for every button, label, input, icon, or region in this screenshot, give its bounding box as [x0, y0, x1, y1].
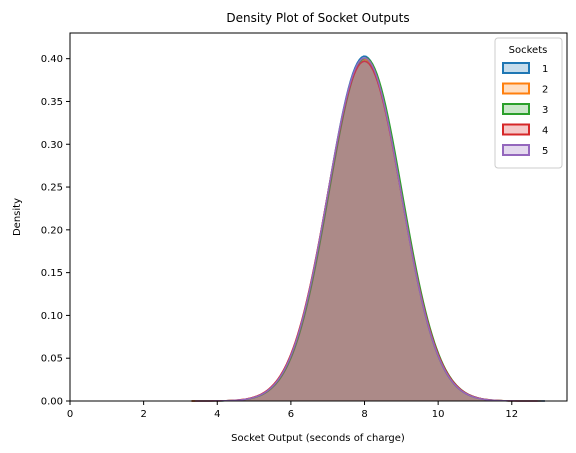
legend-label-5: 5: [542, 146, 548, 157]
y-tick-label: 0.35: [41, 97, 63, 108]
y-tick-label: 0.00: [41, 397, 63, 408]
y-tick-label: 0.30: [41, 140, 63, 151]
plot-frame: [69, 32, 568, 402]
x-axis: 0 2 4 6 8 10 12: [67, 401, 518, 420]
x-tick-label: 10: [432, 409, 445, 420]
y-tick-label: 0.25: [41, 183, 63, 194]
legend-label-4: 4: [542, 126, 548, 137]
legend-swatch-2: [502, 82, 530, 95]
legend-title: Sockets: [509, 45, 548, 56]
legend-label-1: 1: [542, 64, 548, 75]
y-tick-label: 0.15: [41, 268, 63, 279]
y-axis-label: Density: [12, 198, 23, 236]
x-axis-label: Socket Output (seconds of charge): [231, 433, 405, 444]
y-axis: 0.00 0.05 0.10 0.15 0.20 0.25 0.30 0.35 0.40: [41, 54, 70, 408]
legend-swatch-3: [502, 103, 530, 115]
legend-label-2: 2: [542, 85, 548, 96]
y-tick-label: 0.20: [41, 225, 63, 236]
series-area-3: [191, 57, 545, 401]
legend-swatch-4: [502, 123, 530, 136]
y-tick-label: 0.05: [41, 354, 63, 365]
y-tick-label: 0.40: [41, 54, 63, 65]
legend: Sockets 1 2 3 4 5: [494, 37, 563, 169]
y-tick-label: 0.10: [41, 311, 63, 322]
legend-label-3: 3: [542, 105, 548, 116]
x-tick-label: 4: [214, 409, 220, 420]
series-area-4: [191, 61, 538, 401]
chart-title: Density Plot of Socket Outputs: [226, 11, 409, 25]
series-area-2: [191, 59, 542, 402]
series-area-1: [191, 56, 545, 401]
x-tick-label: 2: [140, 409, 146, 420]
series-line-5: [195, 57, 545, 402]
x-tick-label: 0: [67, 409, 73, 420]
legend-swatch-5: [502, 144, 530, 156]
x-tick-label: 8: [361, 409, 367, 420]
x-tick-label: 6: [288, 409, 294, 420]
series-area-5: [195, 58, 545, 401]
series-layer: [191, 55, 545, 402]
legend-swatch-1: [502, 62, 530, 74]
x-tick-label: 12: [505, 409, 518, 420]
